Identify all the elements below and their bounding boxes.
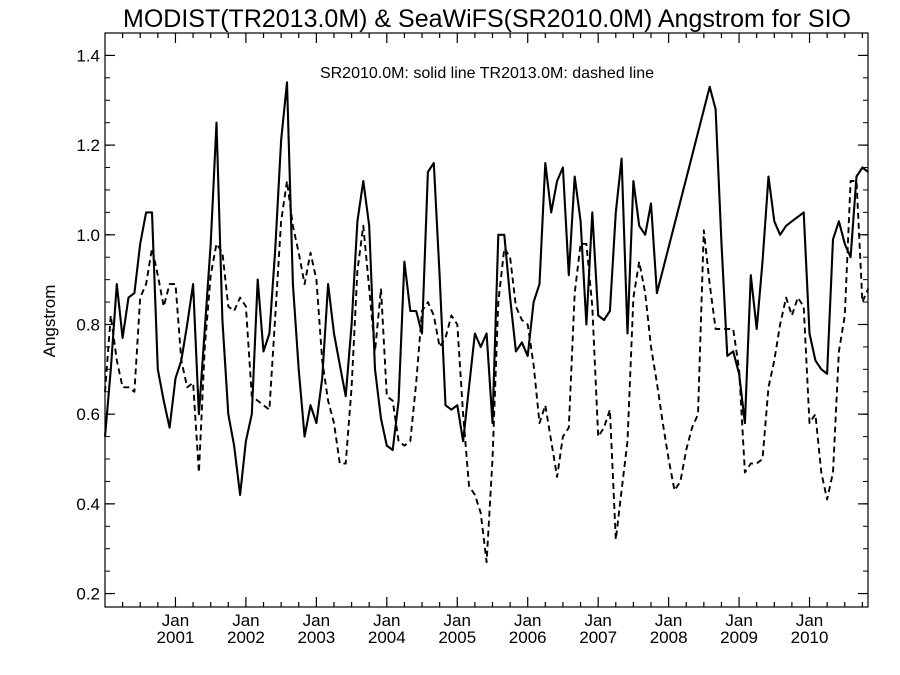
series-layer (103, 81, 870, 564)
x-axis: Jan2001Jan2002Jan2003Jan2004Jan2005Jan20… (122, 33, 863, 647)
y-tick-label: 1.4 (76, 46, 100, 65)
y-axis: 0.2 0.4 0.6 0.8 1.0 1.2 1.4 (76, 46, 868, 604)
x-tick-month-label: Jan (796, 611, 823, 630)
x-tick-year-label: 2003 (297, 628, 335, 647)
x-tick-year-label: 2009 (720, 628, 758, 647)
y-axis-label: Angstrom (40, 285, 59, 358)
x-tick-month-label: Jan (514, 611, 541, 630)
series-line-tr2013-0m (104, 180, 870, 564)
x-tick-month-label: Jan (725, 611, 752, 630)
x-tick-month-label: Jan (444, 611, 471, 630)
y-tick-label: 0.4 (76, 495, 100, 514)
series-line-sr2010-0m (103, 81, 869, 496)
y-tick-label: 0.8 (76, 315, 100, 334)
y-tick-label: 0.2 (76, 585, 100, 604)
x-tick-month-label: Jan (584, 611, 611, 630)
y-tick-label: 1.2 (76, 136, 100, 155)
chart-title: MODIST(TR2013.0M) & SeaWiFS(SR2010.0M) A… (123, 5, 851, 33)
x-tick-month-label: Jan (303, 611, 330, 630)
y-tick-label: 1.0 (76, 226, 100, 245)
x-tick-year-label: 2002 (227, 628, 265, 647)
x-tick-year-label: 2001 (157, 628, 195, 647)
x-tick-month-label: Jan (162, 611, 189, 630)
plot-frame (104, 32, 869, 608)
x-tick-year-label: 2004 (368, 628, 406, 647)
x-tick-year-label: 2005 (438, 628, 476, 647)
x-tick-month-label: Jan (232, 611, 259, 630)
x-tick-month-label: Jan (373, 611, 400, 630)
x-tick-month-label: Jan (655, 611, 682, 630)
y-tick-label: 0.6 (76, 405, 100, 424)
legend-text: SR2010.0M: solid line TR2013.0M: dashed … (320, 65, 654, 82)
x-tick-year-label: 2006 (509, 628, 547, 647)
x-tick-year-label: 2010 (791, 628, 829, 647)
x-tick-year-label: 2008 (650, 628, 688, 647)
x-tick-year-label: 2007 (579, 628, 617, 647)
